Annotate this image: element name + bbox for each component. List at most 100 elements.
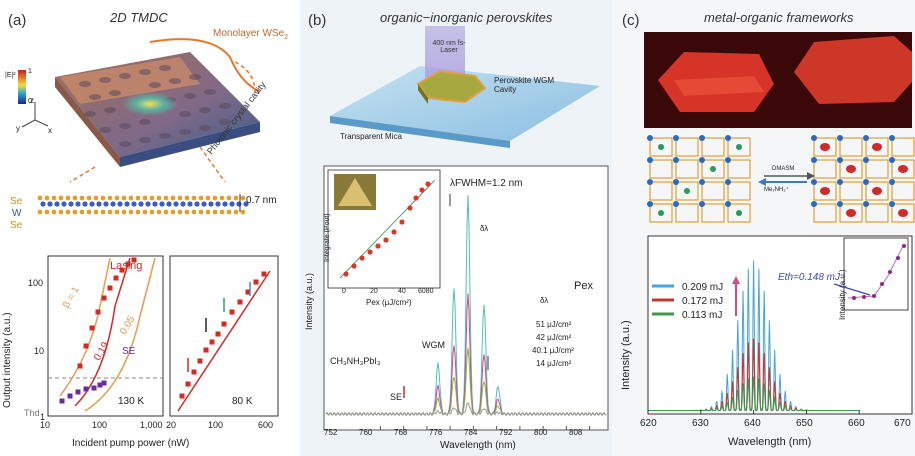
lasing-point-80k (215, 331, 221, 337)
se-atom (93, 195, 99, 201)
se-point (97, 382, 103, 388)
wse2-lattice (37, 194, 249, 215)
metal-node (673, 201, 679, 207)
lasing-point (125, 261, 131, 267)
inset-point (383, 237, 389, 243)
lasing-point (101, 295, 107, 301)
se-atom (198, 209, 204, 215)
metal-node (725, 135, 731, 141)
w-atom (47, 201, 53, 207)
se-atom (51, 209, 57, 215)
se-atom (156, 195, 162, 201)
se-atom (37, 209, 43, 215)
lasing-point-80k (261, 271, 267, 277)
legend-14: 14 μJ/cm² (536, 359, 572, 368)
w-atom (243, 201, 249, 207)
cation (684, 188, 690, 194)
mof-cell (701, 203, 725, 223)
inset-point (888, 270, 892, 274)
se-atom (86, 209, 92, 215)
w-atom (110, 201, 116, 207)
legend-0209: 0.209 mJ (682, 282, 724, 293)
se-label: SE (390, 392, 403, 402)
wgm-label: WGM (422, 340, 445, 350)
mof-cell (701, 181, 725, 201)
se-atom (191, 209, 197, 215)
w-atom (159, 201, 165, 207)
se-atom (233, 209, 239, 215)
se-point (91, 385, 97, 391)
cation (658, 144, 664, 150)
se-atom (142, 195, 148, 201)
lasing-point-80k (197, 358, 203, 364)
x-tick-100b: 100 (208, 420, 224, 430)
beta-1-curve (59, 257, 111, 397)
w-atom (187, 201, 193, 207)
panel-a: (a) 2D TMDC (0, 0, 300, 456)
perovskite-schematic (330, 26, 600, 148)
se-atom (58, 209, 64, 215)
w-atom (215, 201, 221, 207)
w-atom (96, 201, 102, 207)
y-tick-10: 10 (34, 346, 45, 356)
fit-line-80k (177, 270, 271, 412)
mof-cell (839, 181, 863, 201)
guest-molecule (898, 165, 908, 173)
metal-node (647, 157, 653, 163)
w-atom (124, 201, 130, 207)
mof-cell (865, 203, 889, 223)
x-tick-20: 20 (166, 420, 177, 430)
se-atom (191, 195, 197, 201)
metal-node (699, 179, 705, 185)
mof-cell (649, 181, 673, 201)
chart-xlabel: Incident pump power (nW) (72, 438, 190, 449)
spectrum-0113 (648, 376, 859, 411)
cation (736, 210, 742, 216)
axis-z: z (30, 96, 34, 105)
mof-crystal-image (644, 32, 912, 128)
mof-cell (839, 137, 863, 157)
lasing-point-80k (253, 279, 259, 285)
product-label: Me₂NH₂⁺ (764, 187, 789, 193)
lasing-point (107, 285, 113, 291)
guest-molecule (846, 165, 856, 173)
w-atom (173, 201, 179, 207)
cation (736, 144, 742, 150)
se-atom (170, 195, 176, 201)
cation (658, 210, 664, 216)
guest-molecule (820, 143, 830, 151)
se-atom (184, 195, 190, 201)
se-atom (79, 209, 85, 215)
panel-b: (b) organic−inorganic perovskites 400 nm… (300, 0, 612, 456)
spectrum-ylabel: Intensity (a.u.) (304, 272, 314, 330)
lasing-point (83, 343, 89, 349)
inset-ylabel: Integrate (Pout) (324, 213, 331, 262)
metal-node (699, 201, 705, 207)
w-atom (82, 201, 88, 207)
w-atom (68, 201, 74, 207)
w-atom (40, 201, 46, 207)
w-atom (208, 201, 214, 207)
se-point (59, 398, 65, 404)
x-tick-10: 10 (40, 420, 51, 430)
lasing-point-80k (245, 289, 251, 295)
se-atom (72, 195, 78, 201)
legend-0113: 0.113 mJ (682, 310, 723, 321)
delta-lambda-2: δλ (540, 296, 549, 305)
w-atom (131, 201, 137, 207)
se-atom (114, 195, 120, 201)
metal-node (863, 135, 869, 141)
threshold-arrow (833, 283, 871, 296)
metal-node (673, 157, 679, 163)
w-atom (54, 201, 60, 207)
se-atom (128, 209, 134, 215)
fwhm-label: λFWHM=1.2 nm (450, 178, 523, 189)
se-atom (86, 195, 92, 201)
spectrum-xlabel: Wavelength (nm) (440, 440, 516, 451)
lattice-w: W (12, 208, 22, 219)
se-atom (240, 209, 246, 215)
mica-label: Transparent Mica (340, 132, 402, 141)
delta-lambda-1: δλ (480, 224, 489, 233)
mof-xlabel: Wavelength (nm) (728, 436, 812, 448)
se-atom (114, 209, 120, 215)
